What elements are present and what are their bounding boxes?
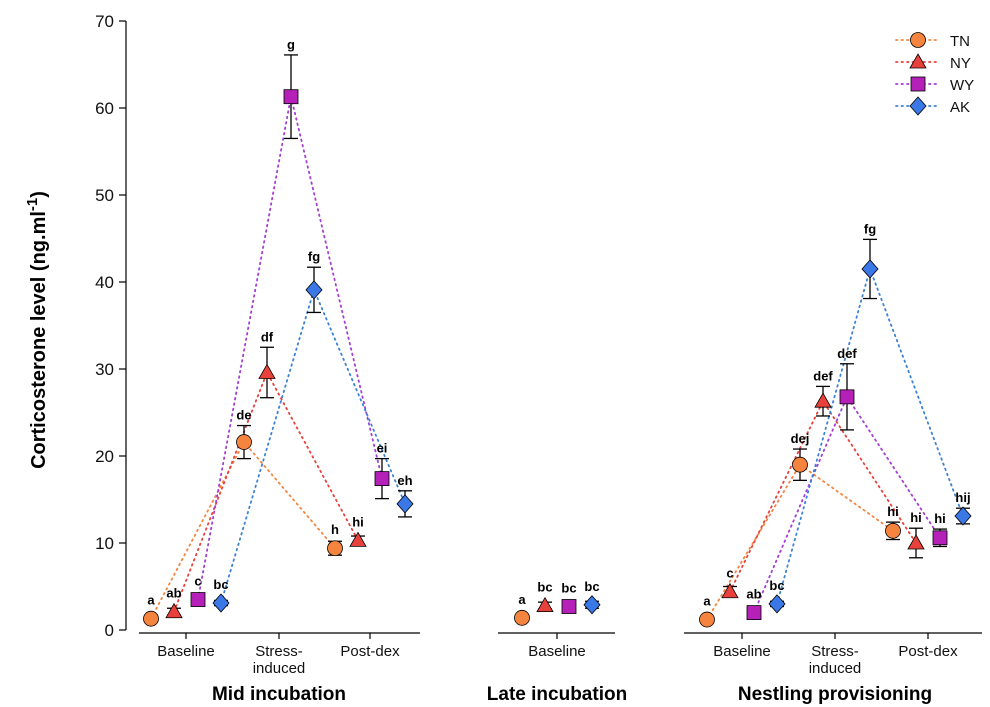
significance-letter: a [703, 594, 711, 609]
marker-tn [885, 522, 901, 539]
significance-letter: a [147, 593, 155, 608]
y-tick-label: 60 [95, 99, 114, 118]
marker-ny [165, 602, 183, 619]
marker-ak [305, 280, 323, 300]
x-tick-label: Stress- [811, 643, 859, 660]
significance-letter: c [194, 574, 201, 589]
significance-letter: ab [746, 587, 761, 602]
marker-tn [143, 610, 159, 627]
x-tick-label: Stress- [255, 643, 303, 660]
y-tick-label: 10 [95, 534, 114, 553]
significance-letter: hi [934, 511, 946, 526]
legend-marker-ak [909, 96, 927, 116]
marker-tn [236, 434, 252, 450]
marker-wy [839, 389, 855, 405]
legend-label: AK [950, 99, 970, 116]
legend: TN NY WY AK [895, 32, 974, 116]
legend-marker-wy [910, 76, 926, 92]
marker-wy [561, 599, 577, 614]
marker-ak [861, 259, 879, 279]
y-axis-title: Corticosterone level (ng.ml-1) [24, 191, 50, 469]
y-tick-label: 20 [95, 447, 114, 466]
marker-tn [792, 456, 808, 473]
significance-letter: ei [377, 441, 388, 456]
series-line-ny [729, 399, 917, 593]
significance-letter: def [813, 368, 833, 383]
significance-letter: c [726, 566, 733, 581]
significance-letter: bc [584, 579, 599, 594]
marker-wy [283, 89, 299, 105]
significance-letter: dej [791, 431, 810, 446]
group-label: Mid incubation [212, 684, 346, 705]
group-label: Late incubation [487, 684, 627, 705]
x-tick-label: Baseline [528, 643, 586, 660]
y-tick-label: 40 [95, 273, 114, 292]
significance-letter: de [236, 408, 251, 423]
significance-letter: df [261, 329, 274, 344]
y-tick-label: 50 [95, 186, 114, 205]
significance-letter: hi [352, 514, 364, 529]
x-tick-label: Post-dex [340, 643, 400, 660]
significance-letter: fg [308, 249, 320, 264]
significance-letter: def [837, 346, 857, 361]
significance-letter: hi [910, 510, 922, 525]
marker-ak [212, 593, 230, 613]
marker-ak [583, 595, 601, 615]
significance-letter: hi [887, 504, 899, 519]
series-line-wy [753, 394, 941, 614]
marker-ak [396, 494, 414, 514]
marker-ny [258, 363, 276, 379]
significance-letter: a [518, 592, 526, 607]
significance-letter: bc [213, 577, 228, 592]
significance-letter: hij [955, 490, 970, 505]
significance-letter: fg [864, 221, 876, 236]
significance-letter: bc [561, 581, 576, 596]
axes: 0 10 20 30 40 50 60 70 [95, 12, 982, 640]
legend-label: WY [950, 77, 974, 94]
legend-label: TN [950, 33, 970, 50]
marker-ny [349, 531, 367, 547]
marker-tn [327, 540, 343, 557]
marker-ak [954, 506, 972, 526]
error-bars [167, 54, 970, 618]
significance-letter: ab [166, 586, 181, 601]
legend-marker-tn [910, 32, 926, 48]
marker-ny [907, 534, 925, 550]
marker-ny [721, 582, 739, 599]
marker-ny [814, 392, 832, 408]
significance-letter: eh [397, 473, 412, 488]
x-axis-labels: Baseline Stress-induced Post-dex Mid incuba… [157, 643, 958, 705]
y-tick-label: 70 [95, 12, 114, 31]
x-tick-label: induced [253, 660, 306, 677]
y-tick-label: 30 [95, 360, 114, 379]
significance-letter: h [331, 522, 339, 537]
significance-letter: bc [537, 580, 552, 595]
marker-wy [374, 471, 390, 487]
y-tick-label: 0 [105, 621, 114, 640]
significance-letter: bc [769, 578, 784, 593]
marker-wy [932, 530, 948, 546]
y-axis-label: Corticosterone level (ng.ml-1) [24, 191, 50, 469]
x-tick-label: Baseline [157, 643, 215, 660]
x-tick-label: Post-dex [898, 643, 958, 660]
marker-wy [190, 592, 206, 607]
legend-label: NY [950, 55, 971, 72]
marker-tn [514, 609, 530, 626]
marker-tn [699, 611, 715, 628]
group-label: Nestling provisioning [738, 684, 932, 705]
marker-ak [768, 594, 786, 614]
significance-letter: g [287, 37, 295, 52]
legend-marker-ny [909, 53, 927, 69]
data-markers [143, 89, 972, 628]
marker-ny [536, 596, 554, 613]
marker-wy [746, 605, 762, 620]
x-tick-label: Baseline [713, 643, 771, 660]
x-tick-label: induced [809, 660, 862, 677]
